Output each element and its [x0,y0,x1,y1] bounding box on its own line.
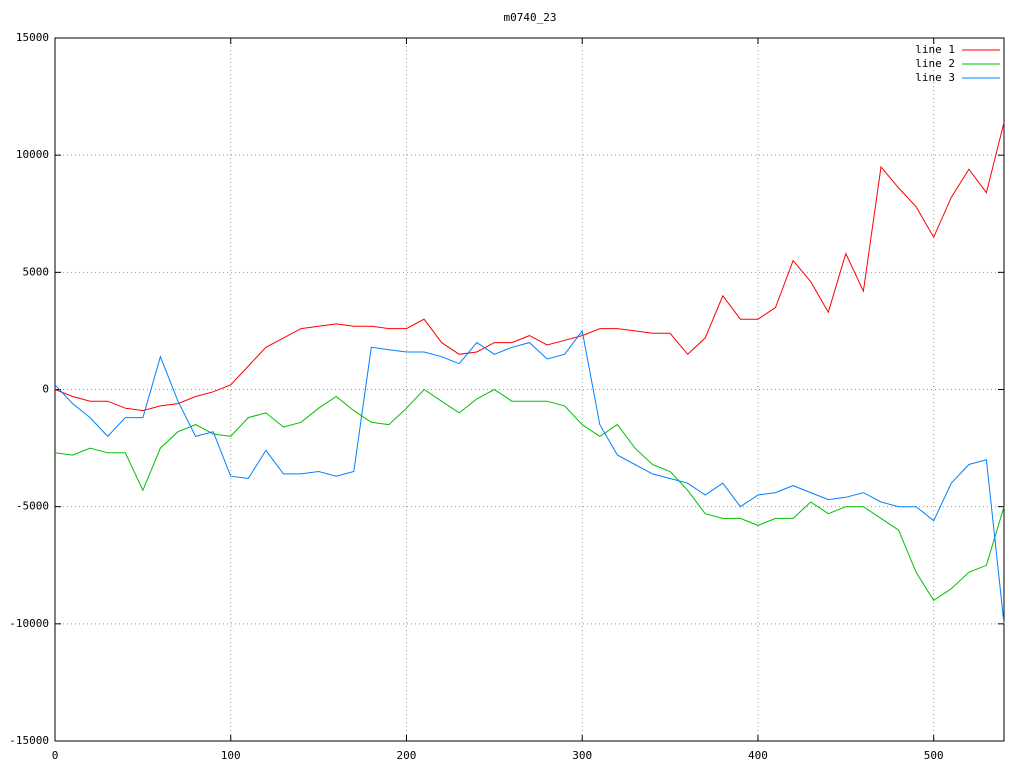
x-tick-label: 100 [221,749,241,762]
y-tick-label: -15000 [9,734,49,747]
y-tick-label: 0 [42,383,49,396]
x-tick-label: 200 [397,749,417,762]
legend-label: line 1 [915,43,955,56]
series-line [54,329,1005,624]
x-tick-label: 400 [748,749,768,762]
x-tick-label: 0 [52,749,59,762]
series-line [54,122,1005,412]
plot-border [54,37,1005,742]
y-tick-label: -10000 [9,617,49,630]
y-tick-label: 10000 [16,148,49,161]
chart-title: m0740_23 [504,11,557,24]
x-tick-label: 500 [924,749,944,762]
x-tick-label: 300 [572,749,592,762]
y-tick-label: 15000 [16,31,49,44]
y-tick-label: -5000 [16,500,49,513]
legend-label: line 3 [915,71,955,84]
y-tick-label: 5000 [23,265,50,278]
legend-label: line 2 [915,57,955,70]
series-line [54,388,1005,602]
